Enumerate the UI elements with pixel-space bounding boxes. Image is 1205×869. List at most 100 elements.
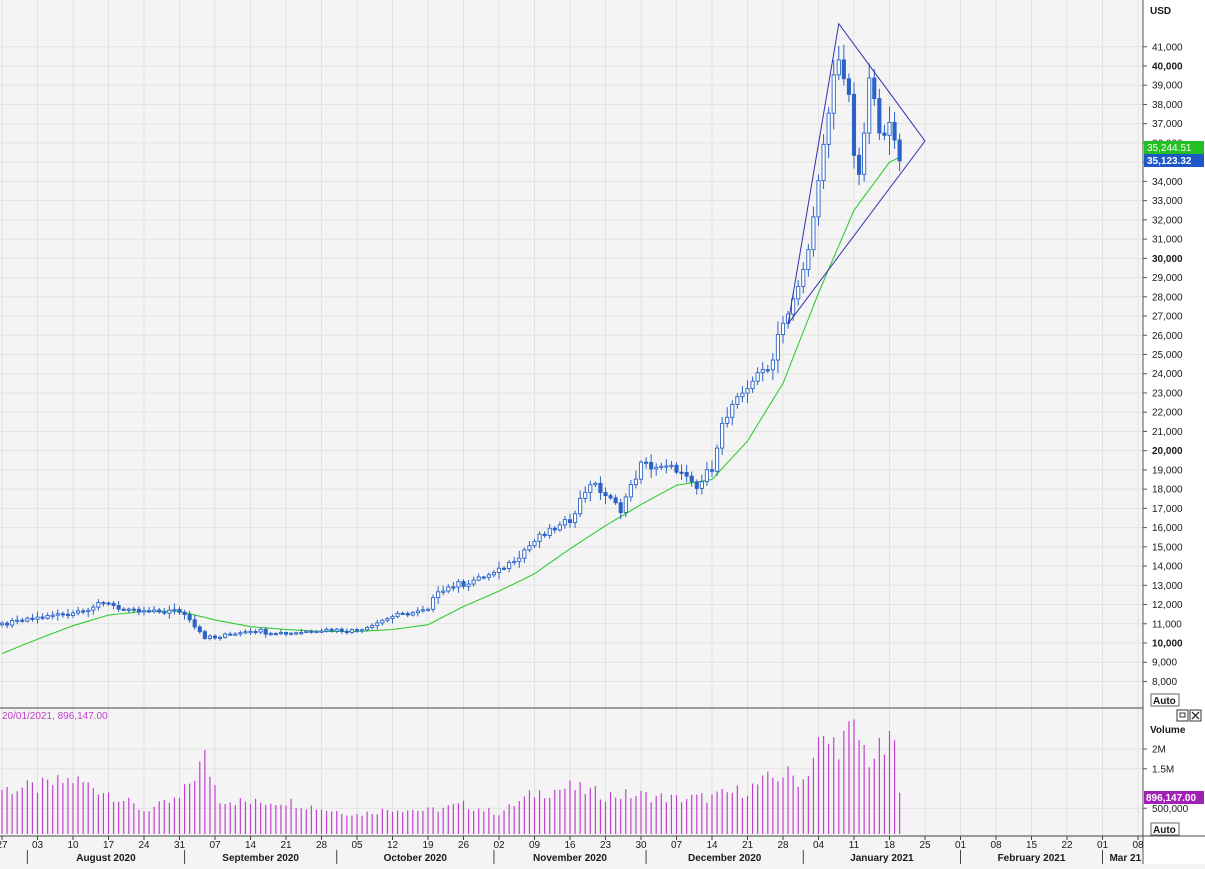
candle-body	[567, 519, 573, 523]
candle	[633, 470, 638, 489]
candle-body	[699, 481, 704, 489]
y-tick-label: 22,000	[1152, 408, 1183, 419]
candle-body	[770, 359, 775, 371]
grid-lines	[0, 0, 1143, 835]
candle	[425, 607, 431, 612]
candle-body	[446, 586, 451, 592]
candle	[841, 44, 846, 86]
y-tick-label: 29,000	[1152, 273, 1183, 284]
candle-body	[329, 628, 334, 632]
x-tick-label: 05	[351, 840, 363, 851]
maximize-icon[interactable]	[1176, 709, 1189, 722]
candle-body	[760, 369, 765, 374]
candle-body	[314, 630, 319, 634]
candle	[740, 386, 745, 403]
auto-scale-label: Auto	[1153, 696, 1176, 707]
candle-body	[851, 93, 857, 156]
candle-body	[268, 633, 273, 636]
x-tick-label: 17	[103, 840, 115, 851]
candle-body	[400, 612, 405, 615]
candle-body	[349, 629, 354, 633]
candle	[664, 459, 669, 474]
candle	[339, 627, 344, 634]
candle-body	[496, 567, 502, 573]
candle	[725, 407, 730, 428]
y-tick-label: 33,000	[1152, 196, 1183, 207]
candle	[659, 462, 664, 470]
y-tick-label: 21,000	[1152, 427, 1183, 438]
candle	[81, 608, 86, 615]
candle-body	[471, 579, 476, 585]
candle-body	[709, 469, 715, 472]
candle	[116, 601, 121, 613]
candle	[25, 616, 30, 623]
candle-body	[664, 465, 669, 468]
candle	[410, 610, 415, 617]
volume-bars	[1, 719, 901, 834]
candle-body	[25, 617, 30, 622]
candle	[202, 629, 207, 640]
volume-tick-label: 2M	[1152, 745, 1166, 756]
candle-body	[177, 608, 182, 613]
candle-body	[5, 622, 10, 626]
x-tick-label: 21	[280, 840, 292, 851]
candle	[446, 584, 451, 594]
candle-body	[131, 608, 136, 611]
candle-body	[537, 533, 542, 542]
candle	[552, 525, 557, 534]
candle-body	[172, 608, 177, 612]
candle-body	[750, 380, 755, 390]
candle-body	[121, 608, 126, 611]
candle-body	[354, 629, 360, 632]
candle	[243, 629, 248, 635]
candle-body	[780, 322, 786, 335]
y-tick-label: 31,000	[1152, 235, 1183, 246]
candle	[212, 634, 218, 640]
candle	[694, 479, 699, 495]
auto-scale-label: Auto	[1153, 825, 1176, 836]
candle	[486, 572, 491, 581]
month-label: January 2021	[850, 853, 914, 864]
candle	[309, 629, 314, 634]
candle-body	[791, 298, 796, 315]
candle-body	[324, 628, 329, 632]
y-tick-label: 28,000	[1152, 292, 1183, 303]
y-tick-label: 15,000	[1152, 542, 1183, 553]
candle-body	[101, 602, 106, 605]
candle-body	[877, 98, 882, 134]
candle	[547, 523, 552, 539]
candle	[897, 133, 902, 172]
candle-body	[583, 491, 588, 499]
candle-body	[106, 602, 111, 605]
candle-body	[669, 464, 674, 467]
candle	[699, 474, 704, 495]
candle	[512, 556, 517, 566]
candle-body	[765, 369, 770, 372]
candlesticks	[0, 44, 902, 641]
y-tick-label: 37,000	[1152, 119, 1183, 130]
candle	[70, 610, 76, 619]
candle	[461, 579, 466, 590]
candle	[441, 585, 446, 596]
x-tick-label: 21	[742, 840, 754, 851]
candle	[567, 513, 573, 528]
candle	[253, 629, 258, 635]
candle-body	[456, 581, 461, 588]
candle-body	[730, 403, 735, 418]
x-tick-label: 09	[529, 840, 541, 851]
candle	[334, 628, 339, 634]
candle	[846, 73, 851, 103]
candle	[877, 88, 882, 141]
candle	[172, 603, 177, 615]
x-tick-label: 14	[706, 840, 718, 851]
candle-body	[517, 557, 522, 562]
candle-body	[415, 610, 420, 614]
candle-body	[745, 388, 750, 394]
candle	[537, 531, 542, 549]
candle	[628, 480, 633, 502]
y-tick-label: 25,000	[1152, 350, 1183, 361]
candle-body	[15, 619, 20, 622]
x-tick-label: 07	[671, 840, 683, 851]
candle-body	[720, 422, 725, 449]
month-label: November 2020	[533, 853, 607, 864]
